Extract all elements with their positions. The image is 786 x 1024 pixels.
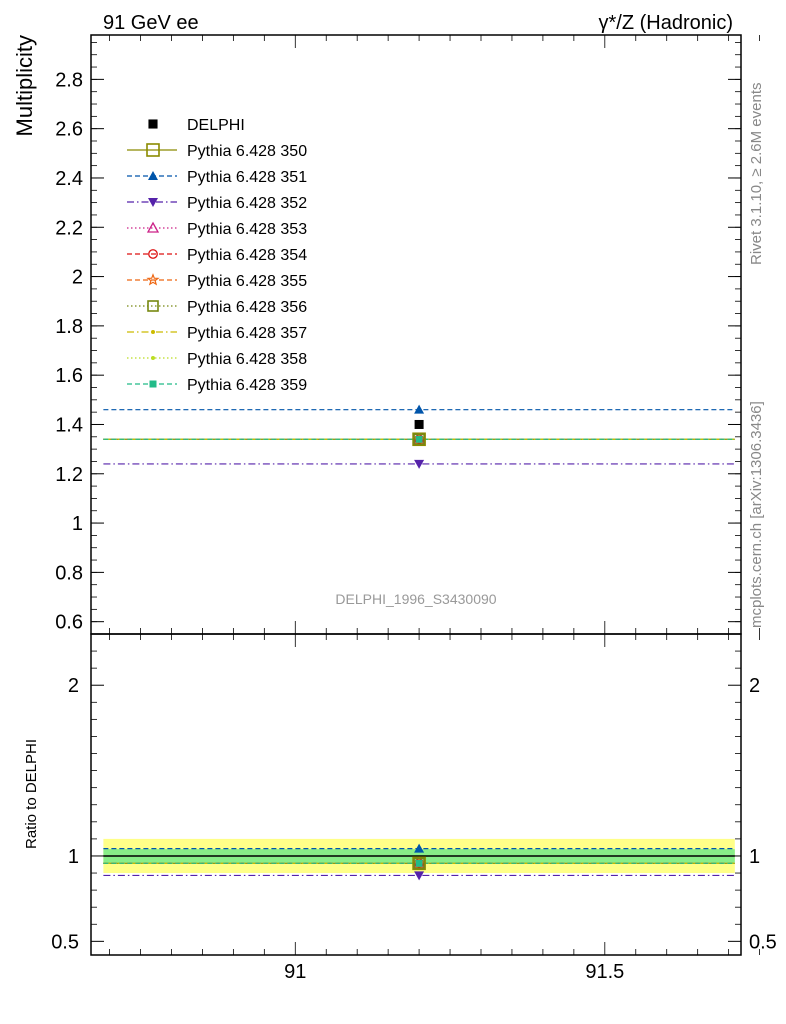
ratio-ytick-label-left: 1 <box>68 846 79 868</box>
header-left-title: 91 GeV ee <box>103 12 199 34</box>
legend-marker-9 <box>149 380 157 388</box>
legend-label-5: Pythia 6.428 355 <box>187 273 307 290</box>
main-ytick-label: 2.2 <box>55 217 83 239</box>
legend-label-2: Pythia 6.428 352 <box>187 195 307 212</box>
main-ytick-label: 0.8 <box>55 562 83 584</box>
main-ytick-label: 1.2 <box>55 464 83 486</box>
legend-marker-6 <box>147 300 159 312</box>
legend-label-0: Pythia 6.428 350 <box>187 143 307 160</box>
rivet-version-label: Rivet 3.1.10, ≥ 2.6M events <box>748 83 765 266</box>
main-ytick-label: 0.6 <box>55 612 83 634</box>
ratio-ytick-label-left: 2 <box>68 675 79 697</box>
series-marker-2 <box>414 459 425 469</box>
data-point-delphi <box>414 419 424 429</box>
ratio-ytick-label-right: 2 <box>749 675 760 697</box>
ratio-marker-9 <box>415 859 423 867</box>
legend-marker-7 <box>151 330 155 334</box>
main-ytick-label: 1.6 <box>55 365 83 387</box>
legend-marker-1 <box>148 171 158 180</box>
series-marker-6 <box>413 433 425 446</box>
legend-marker-2 <box>148 198 158 207</box>
legend-label-8: Pythia 6.428 358 <box>187 351 307 368</box>
legend-marker-4 <box>148 249 158 259</box>
main-ytick-label: 1 <box>72 513 83 535</box>
legend-label-4: Pythia 6.428 354 <box>187 247 307 264</box>
legend-label-7: Pythia 6.428 357 <box>187 325 307 342</box>
main-ytick-label: 2.4 <box>55 168 83 190</box>
ratio-y-axis-label: Ratio to DELPHI <box>23 739 40 849</box>
x-tick-label: 91.5 <box>585 961 624 983</box>
analysis-watermark: DELPHI_1996_S3430090 <box>335 591 496 607</box>
main-ytick-label: 1.8 <box>55 316 83 338</box>
series-marker-1 <box>414 404 425 414</box>
ratio-ytick-label-left: 0.5 <box>51 931 79 953</box>
legend-label-delphi: DELPHI <box>187 117 245 134</box>
ratio-ytick-label-right: 1 <box>749 846 760 868</box>
legend-label-1: Pythia 6.428 351 <box>187 169 307 186</box>
ratio-ytick-label-right: 0.5 <box>749 931 777 953</box>
legend-marker-delphi <box>148 119 158 129</box>
legend-label-6: Pythia 6.428 356 <box>187 299 307 316</box>
ratio-plot-frame <box>90 633 742 956</box>
legend-label-3: Pythia 6.428 353 <box>187 221 307 238</box>
ratio-marker-1 <box>414 843 425 853</box>
main-ytick-label: 2 <box>72 267 83 289</box>
ratio-marker-6 <box>413 857 425 870</box>
legend-marker-8 <box>151 356 155 360</box>
legend-marker-3 <box>146 221 160 233</box>
main-ytick-label: 2.6 <box>55 119 83 141</box>
legend-marker-0 <box>146 143 160 157</box>
series-marker-9 <box>415 435 423 443</box>
main-ytick-label: 2.8 <box>55 69 83 91</box>
legend-label-9: Pythia 6.428 359 <box>187 377 307 394</box>
legend-marker-5 <box>146 273 160 286</box>
x-tick-label: 91 <box>284 961 306 983</box>
header-right-title: γ*/Z (Hadronic) <box>599 12 733 34</box>
main-y-axis-label: Multiplicity <box>12 35 37 136</box>
main-ytick-label: 1.4 <box>55 414 83 436</box>
mcplots-label: mcplots.cern.ch [arXiv:1306.3436] <box>748 401 765 628</box>
ratio-marker-2 <box>414 871 425 881</box>
